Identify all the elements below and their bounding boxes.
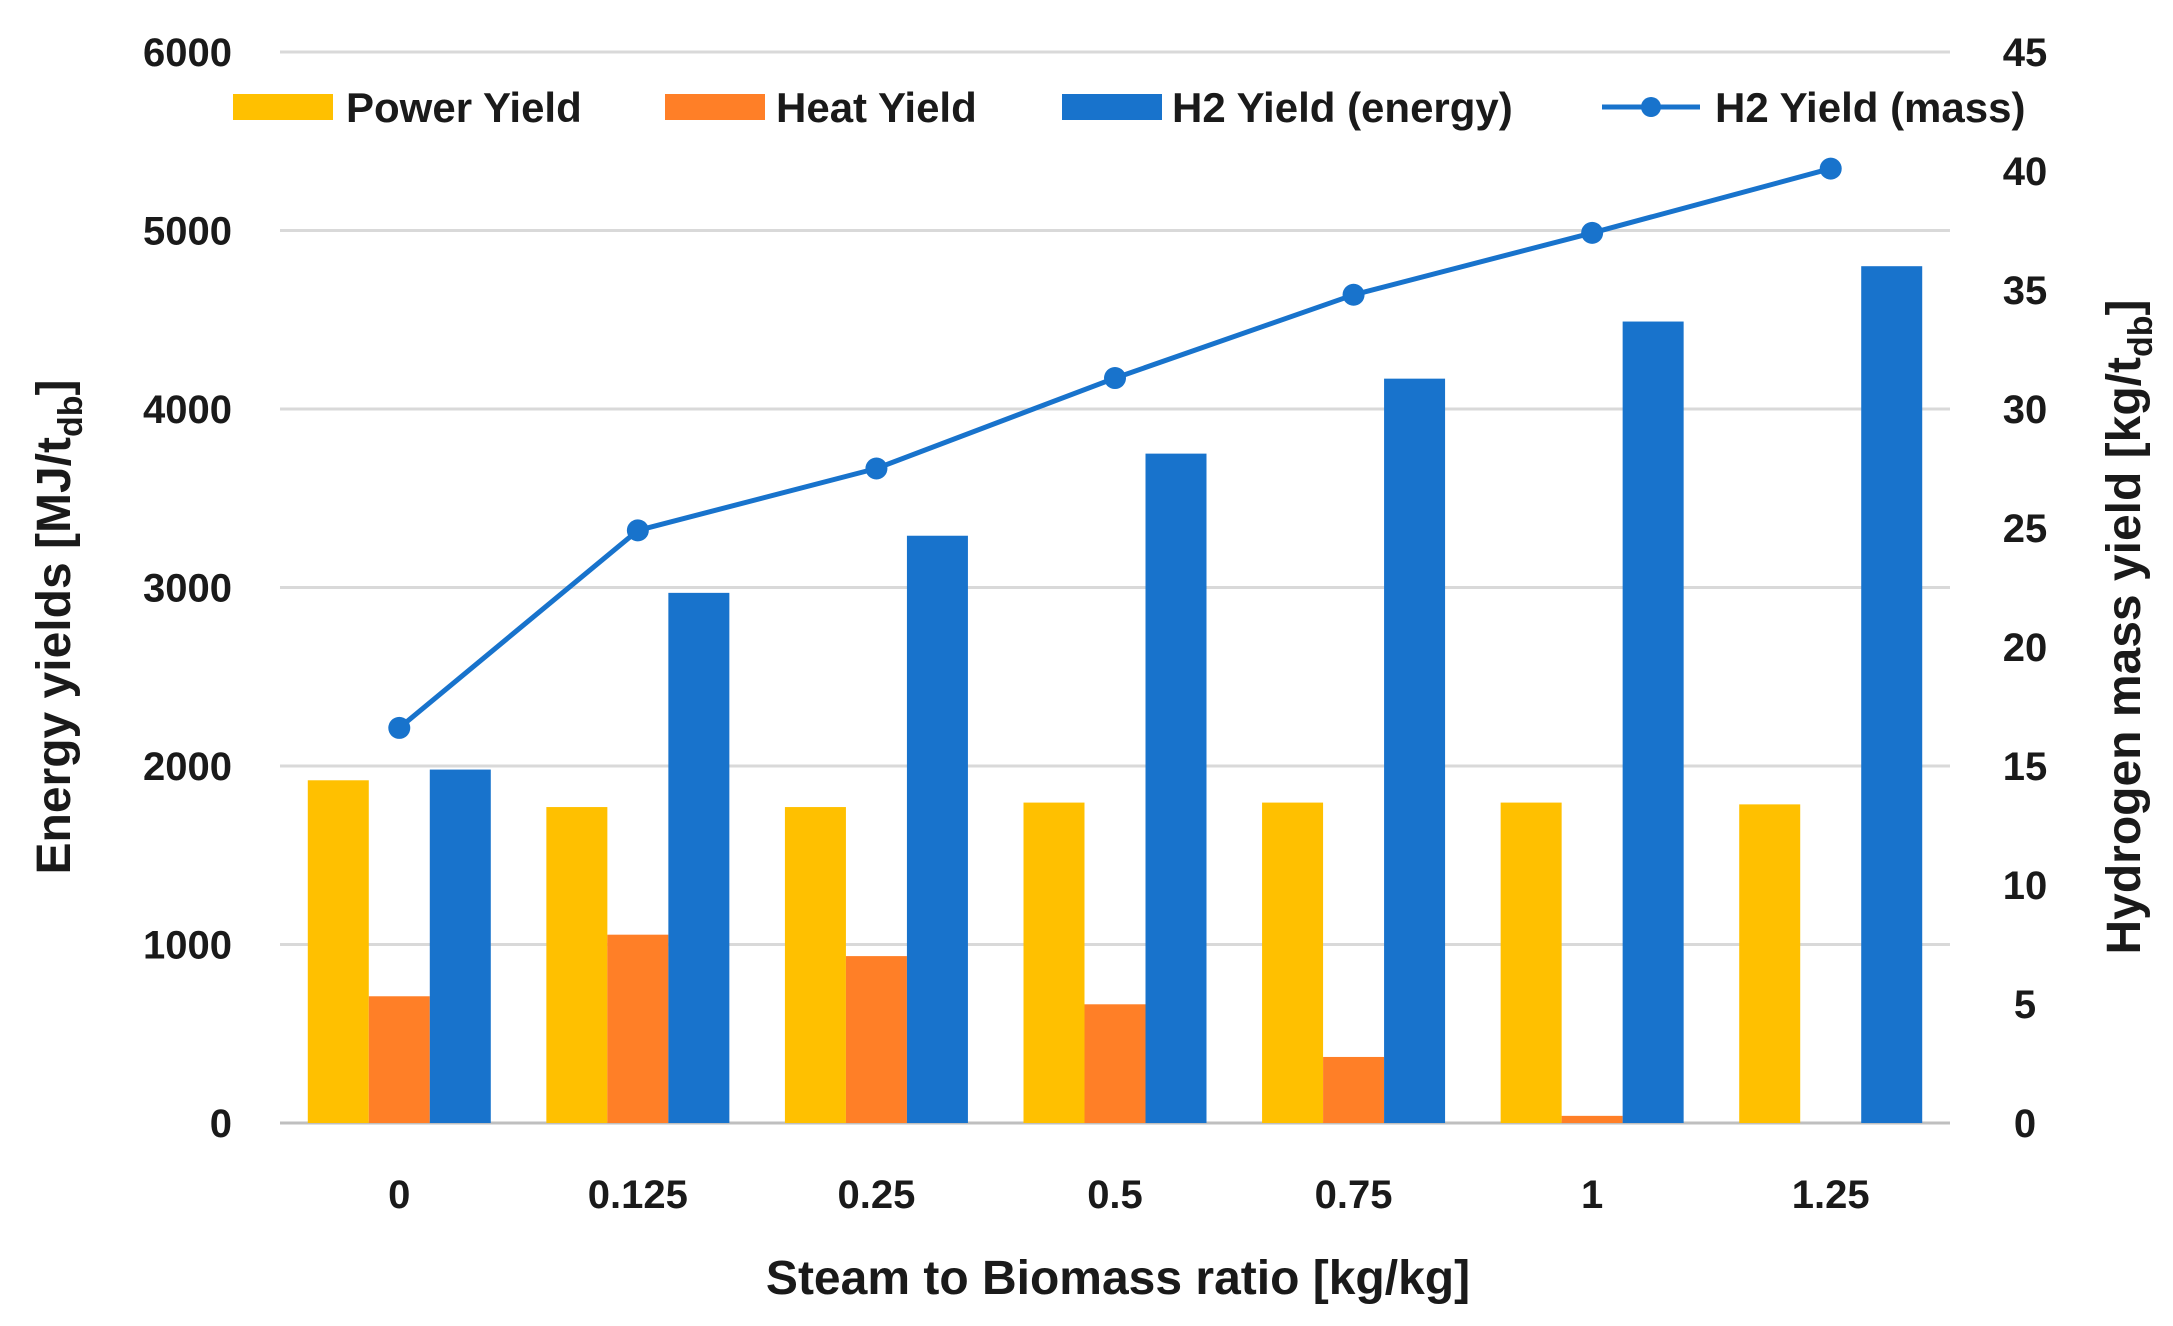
x-axis-title: Steam to Biomass ratio [kg/kg] — [766, 1252, 1470, 1305]
y-tick-right-5: 5 — [2014, 983, 2036, 1027]
bar-h2-yield-energy--0.5 — [1145, 453, 1207, 1123]
y-tick-right-10: 10 — [2003, 864, 2048, 908]
x-tick-0.125: 0.125 — [588, 1173, 688, 1217]
legend-swatch-power-yield — [233, 94, 333, 120]
point-h2-yield-mass-0.25 — [865, 457, 888, 480]
bar-power-yield-0 — [307, 780, 369, 1123]
bar-power-yield-0.75 — [1262, 802, 1324, 1123]
x-tick-1: 1 — [1581, 1173, 1603, 1217]
legend: Power Yield Heat Yield H2 Yield (energy)… — [233, 84, 2025, 131]
bar-power-yield-0.5 — [1023, 802, 1085, 1123]
bar-h2-yield-energy--0.75 — [1384, 378, 1446, 1123]
legend-label-power-yield: Power Yield — [346, 84, 582, 131]
y-tick-left-3000: 3000 — [143, 567, 232, 611]
bar-power-yield-1.25 — [1739, 804, 1801, 1123]
point-h2-yield-mass-1.25 — [1819, 157, 1842, 180]
point-h2-yield-mass-0.5 — [1104, 367, 1126, 390]
y-tick-right-15: 15 — [2003, 745, 2048, 789]
y-tick-left-6000: 6000 — [143, 31, 232, 75]
bar-power-yield-1 — [1500, 802, 1562, 1123]
legend-label-heat-yield: Heat Yield — [776, 84, 977, 131]
y-tick-right-0: 0 — [2014, 1102, 2036, 1146]
y-tick-right-45: 45 — [2003, 31, 2048, 75]
y-tick-left-1000: 1000 — [143, 924, 232, 968]
bar-h2-yield-energy--0.25 — [906, 535, 968, 1123]
bar-h2-yield-energy--1 — [1622, 321, 1684, 1123]
gridlines — [280, 50, 1950, 1125]
legend-label-h2-yield-mass: H2 Yield (mass) — [1715, 84, 2025, 131]
bar-heat-yield-1 — [1561, 1115, 1623, 1123]
bar-heat-yield-0.5 — [1084, 1004, 1146, 1123]
y-tick-left-5000: 5000 — [143, 210, 232, 254]
x-tick-0: 0 — [388, 1173, 410, 1217]
y-tick-right-35: 35 — [2003, 269, 2048, 313]
y-tick-right-20: 20 — [2003, 626, 2048, 670]
point-h2-yield-mass-0 — [388, 716, 411, 739]
y-tick-left-2000: 2000 — [143, 745, 232, 789]
point-h2-yield-mass-0.125 — [626, 519, 649, 542]
y-tick-left-0: 0 — [210, 1102, 232, 1146]
bar-heat-yield-0 — [368, 996, 430, 1123]
bar-series — [307, 266, 1923, 1123]
bar-heat-yield-0.25 — [845, 956, 907, 1123]
x-tick-0.25: 0.25 — [837, 1173, 915, 1217]
line-series — [388, 157, 1842, 739]
tick-labels: 0100020003000400050006000051015202530354… — [143, 31, 2047, 1217]
bar-heat-yield-0.75 — [1323, 1056, 1385, 1123]
bar-power-yield-0.25 — [784, 807, 846, 1123]
y-tick-right-25: 25 — [2003, 507, 2048, 551]
line-h2-yield-mass — [397, 166, 1832, 730]
bar-h2-yield-energy--1.25 — [1861, 266, 1923, 1123]
y-axis-title-right: Hydrogen mass yield [kg/tdb] — [2098, 299, 2160, 954]
point-h2-yield-mass-1 — [1581, 221, 1604, 244]
legend-swatch-h2-yield-energy — [1062, 94, 1162, 120]
point-h2-yield-mass-0.75 — [1342, 283, 1365, 306]
legend-swatch-heat-yield — [665, 94, 765, 120]
x-tick-0.75: 0.75 — [1315, 1173, 1393, 1217]
y-axis-title-left: Energy yields [MJ/tdb] — [28, 380, 90, 875]
legend-swatch-h2-yield-mass-marker — [1641, 97, 1661, 117]
bar-heat-yield-0.125 — [607, 934, 669, 1123]
legend-label-h2-yield-energy: H2 Yield (energy) — [1172, 84, 1513, 131]
y-tick-right-30: 30 — [2003, 388, 2048, 432]
x-tick-1.25: 1.25 — [1792, 1173, 1870, 1217]
y-tick-left-4000: 4000 — [143, 388, 232, 432]
y-tick-right-40: 40 — [2003, 150, 2048, 194]
x-tick-0.5: 0.5 — [1087, 1173, 1143, 1217]
bar-h2-yield-energy--0 — [429, 769, 491, 1123]
bar-power-yield-0.125 — [546, 807, 608, 1123]
bar-h2-yield-energy--0.125 — [668, 592, 730, 1123]
